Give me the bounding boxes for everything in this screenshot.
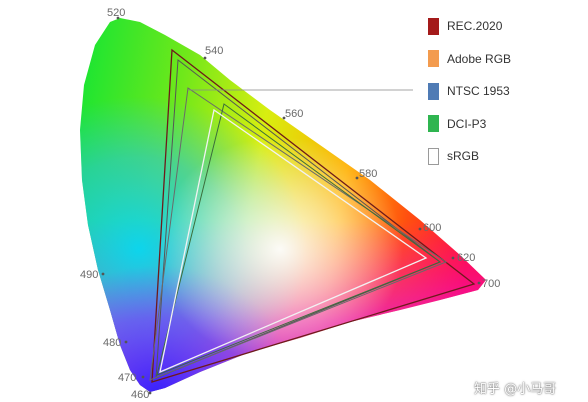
gamut-rec2020 xyxy=(151,48,476,383)
wavelength-ticks xyxy=(101,16,481,395)
wavelength-label-520: 520 xyxy=(107,7,125,19)
legend-label-ntsc-1953: NTSC 1953 xyxy=(447,84,510,99)
gamut-dci-p3 xyxy=(156,103,442,376)
legend-swatch-ntsc-1953 xyxy=(428,82,439,100)
legend-item-rec2020: REC.2020 xyxy=(428,16,578,36)
legend-item-adobe-rgb: Adobe RGB xyxy=(428,49,578,69)
legend-label-srgb: sRGB xyxy=(447,149,480,164)
watermark: 知乎 @小马哥 xyxy=(474,382,557,397)
legend-label-rec2020: REC.2020 xyxy=(447,19,503,33)
wavelength-label-470: 470 xyxy=(118,372,136,384)
gamut-ntsc-1953 xyxy=(149,87,448,381)
gamut-triangles xyxy=(149,48,476,383)
legend-item-srgb: sRGB xyxy=(428,146,578,166)
wavelength-label-600: 600 xyxy=(423,222,441,234)
legend-label-adobe-rgb: Adobe RGB xyxy=(447,51,512,66)
legend-swatch-dci-p3 xyxy=(428,115,439,133)
legend-label-dci-p3: DCI-P3 xyxy=(447,116,487,131)
gamut-srgb xyxy=(159,108,428,374)
legend: REC.2020 Adobe RGB NTSC 1953 DCI-P3 sRGB xyxy=(428,16,578,179)
legend-item-ntsc-1953: NTSC 1953 xyxy=(428,81,578,101)
gamut-adobe-rgb xyxy=(155,59,441,379)
wavelength-label-540: 540 xyxy=(205,45,223,57)
wavelength-label-560: 560 xyxy=(285,108,303,120)
wavelength-labels: 460 470 480 490 520 540 560 580 600 620 … xyxy=(80,7,500,401)
legend-swatch-adobe-rgb xyxy=(428,50,439,68)
wavelength-label-480: 480 xyxy=(103,337,121,349)
wavelength-label-460: 460 xyxy=(131,389,149,401)
wavelength-label-580: 580 xyxy=(359,168,377,180)
legend-item-dci-p3: DCI-P3 xyxy=(428,114,578,134)
legend-swatch-rec2020 xyxy=(428,17,439,35)
wavelength-label-490: 490 xyxy=(80,269,98,281)
wavelength-label-700: 700 xyxy=(482,278,500,290)
legend-swatch-srgb xyxy=(428,147,439,165)
wavelength-label-620: 620 xyxy=(457,252,475,264)
